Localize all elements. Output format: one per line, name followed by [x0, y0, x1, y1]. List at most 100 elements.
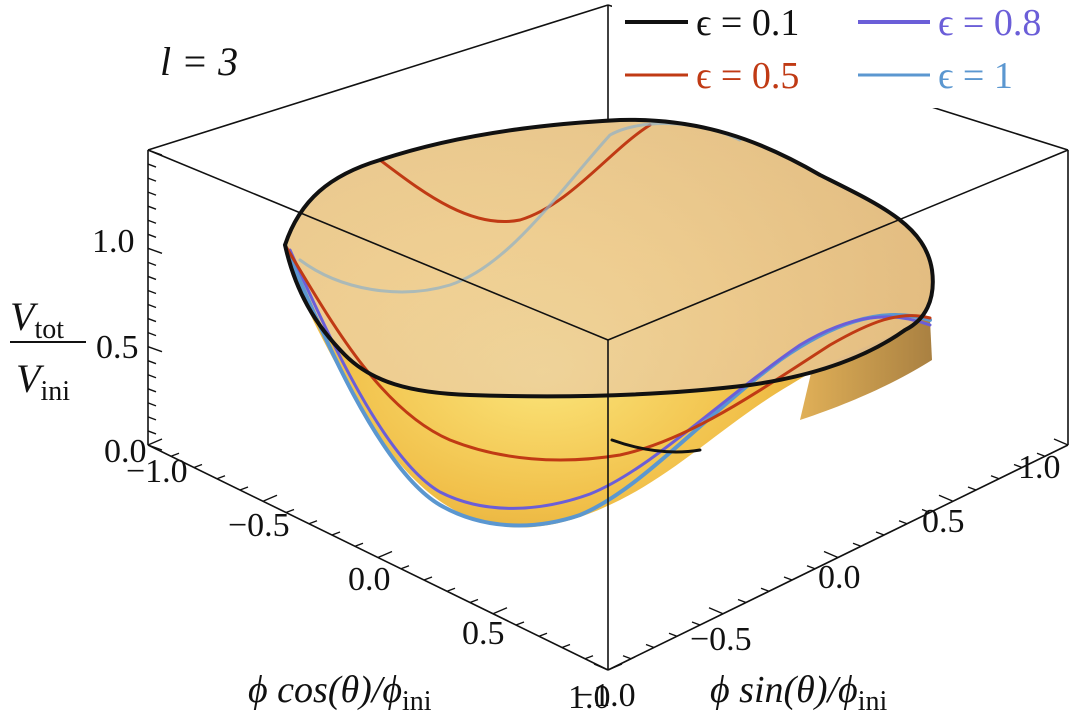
z-axis-tick — [147, 177, 157, 182]
y-axis-tick — [938, 494, 954, 502]
z-axis-tick — [147, 430, 157, 435]
x-axis-tick — [354, 542, 364, 547]
z-axis-title-den-sub: ini — [40, 376, 70, 407]
x-axis-tick-labels: −1.0 −0.5 0.0 0.5 1.0 — [126, 453, 611, 716]
z-axis-tick — [147, 331, 157, 337]
x-axis-title-main: ϕ cos(θ)/ϕ — [248, 669, 402, 711]
curve-epsilon-0.5-back — [378, 123, 652, 223]
y-axis-tick — [708, 607, 724, 615]
x-tick-label: 0.5 — [462, 615, 505, 652]
y-axis-tick — [645, 643, 655, 649]
y-axis-tick — [737, 598, 747, 604]
z-tick-label: 1.0 — [92, 223, 135, 260]
z-axis-tick — [147, 402, 157, 407]
z-axis-tick — [147, 247, 163, 254]
legend: ϵ = 0.1 ϵ = 0.8 ϵ = 0.5 ϵ = 1 — [612, 0, 1079, 108]
legend-entry-epsilon-1: ϵ = 1 — [858, 55, 1013, 97]
y-axis-title-sub: ini — [858, 686, 888, 717]
x-axis-tick — [377, 550, 393, 559]
x-axis-tick — [400, 565, 410, 570]
x-axis-tick — [170, 452, 180, 457]
legend-entry-epsilon-0.1: ϵ = 0.1 — [625, 2, 799, 44]
z-axis-tick — [147, 275, 157, 281]
x-axis-title: ϕ cos(θ)/ϕini — [248, 669, 432, 717]
z-axis-tick — [147, 289, 157, 295]
z-axis-tick — [147, 388, 157, 393]
x-axis-tick — [607, 663, 623, 671]
legend-entry-epsilon-0.5: ϵ = 0.5 — [625, 55, 799, 97]
y-axis-tick — [691, 621, 701, 626]
y-axis-tick — [593, 663, 609, 671]
surface-cap — [285, 119, 933, 397]
y-tick-label: 1.0 — [1018, 449, 1061, 486]
curve-epsilon-1 — [283, 243, 932, 528]
z-tick-label: 0.5 — [96, 329, 139, 366]
y-axis-tick — [898, 520, 908, 525]
z-axis-tick — [147, 191, 157, 196]
z-axis-tick — [147, 303, 157, 309]
svg-text:ϕ sin(θ)/ϕini: ϕ sin(θ)/ϕini — [710, 669, 887, 717]
legend-label: ϵ = 0.1 — [696, 2, 799, 44]
x-axis-tick — [423, 576, 433, 581]
x-axis-tick — [584, 655, 594, 660]
z-axis-tick — [147, 233, 157, 238]
z-axis-tick — [147, 149, 163, 156]
y-axis-tick — [921, 508, 931, 514]
z-axis-tick — [147, 346, 163, 353]
y-tick-label: −1.0 — [574, 677, 636, 714]
z-axis-tick — [147, 205, 157, 210]
y-axis-tick — [806, 565, 816, 570]
panel-label: l = 3 — [160, 39, 238, 84]
y-axis-tick — [852, 542, 862, 547]
z-axis-title: Vtot Vini — [10, 294, 86, 407]
legend-entry-epsilon-0.8: ϵ = 0.8 — [858, 2, 1041, 44]
legend-label: ϵ = 0.5 — [696, 55, 799, 97]
z-axis-tick — [147, 163, 157, 168]
z-axis-tick — [147, 261, 157, 267]
x-axis-tick — [308, 520, 318, 525]
y-axis-tick — [1053, 438, 1069, 446]
box-front-edges — [147, 149, 1069, 671]
z-axis-title-num: V — [10, 294, 39, 339]
x-tick-label: 0.0 — [348, 561, 391, 598]
y-axis-tick — [1036, 452, 1046, 457]
z-axis-title-num-sub: tot — [34, 314, 64, 345]
x-axis-tick — [216, 475, 226, 480]
y-axis-tick — [760, 587, 770, 592]
z-axis-tick — [147, 374, 157, 379]
z-axis-tick — [147, 360, 157, 365]
curve-epsilon-0.8 — [288, 248, 932, 510]
z-tick-label: 0.0 — [104, 433, 147, 470]
svg-text:Vtot: Vtot — [10, 294, 64, 345]
x-axis-title-sub: ini — [402, 686, 432, 717]
x-axis-tick — [285, 508, 295, 514]
box-edge — [147, 4, 609, 151]
x-axis-tick — [147, 438, 163, 446]
z-axis-tick — [147, 444, 163, 451]
z-axis-tick — [147, 219, 157, 224]
axis-ticks — [147, 149, 1069, 671]
x-axis-tick — [469, 598, 479, 604]
y-axis-tick — [990, 475, 1000, 480]
legend-label: ϵ = 0.8 — [938, 2, 1041, 44]
y-tick-label: −0.5 — [690, 621, 752, 658]
curve-epsilon-0.5 — [283, 243, 932, 462]
legend-background — [612, 0, 1079, 108]
x-axis-tick — [262, 494, 278, 502]
svg-text:Vini: Vini — [16, 356, 70, 407]
x-axis-tick — [193, 463, 203, 469]
x-tick-label: −0.5 — [228, 507, 290, 544]
y-axis-tick — [823, 550, 839, 559]
x-axis-tick — [446, 587, 456, 592]
z-axis-tick — [147, 317, 157, 323]
x-axis-tick — [239, 486, 249, 491]
x-tick-label: 1.0 — [568, 679, 611, 716]
box-edge — [607, 149, 1069, 341]
x-axis-tick — [561, 643, 571, 649]
svg-text:ϕ cos(θ)/ϕini: ϕ cos(θ)/ϕini — [248, 669, 432, 717]
epsilon-curves — [282, 117, 935, 528]
y-axis-title: ϕ sin(θ)/ϕini — [710, 669, 887, 717]
x-axis-tick — [331, 531, 341, 536]
z-axis-tick-labels: 1.0 0.5 0.0 — [92, 223, 147, 470]
